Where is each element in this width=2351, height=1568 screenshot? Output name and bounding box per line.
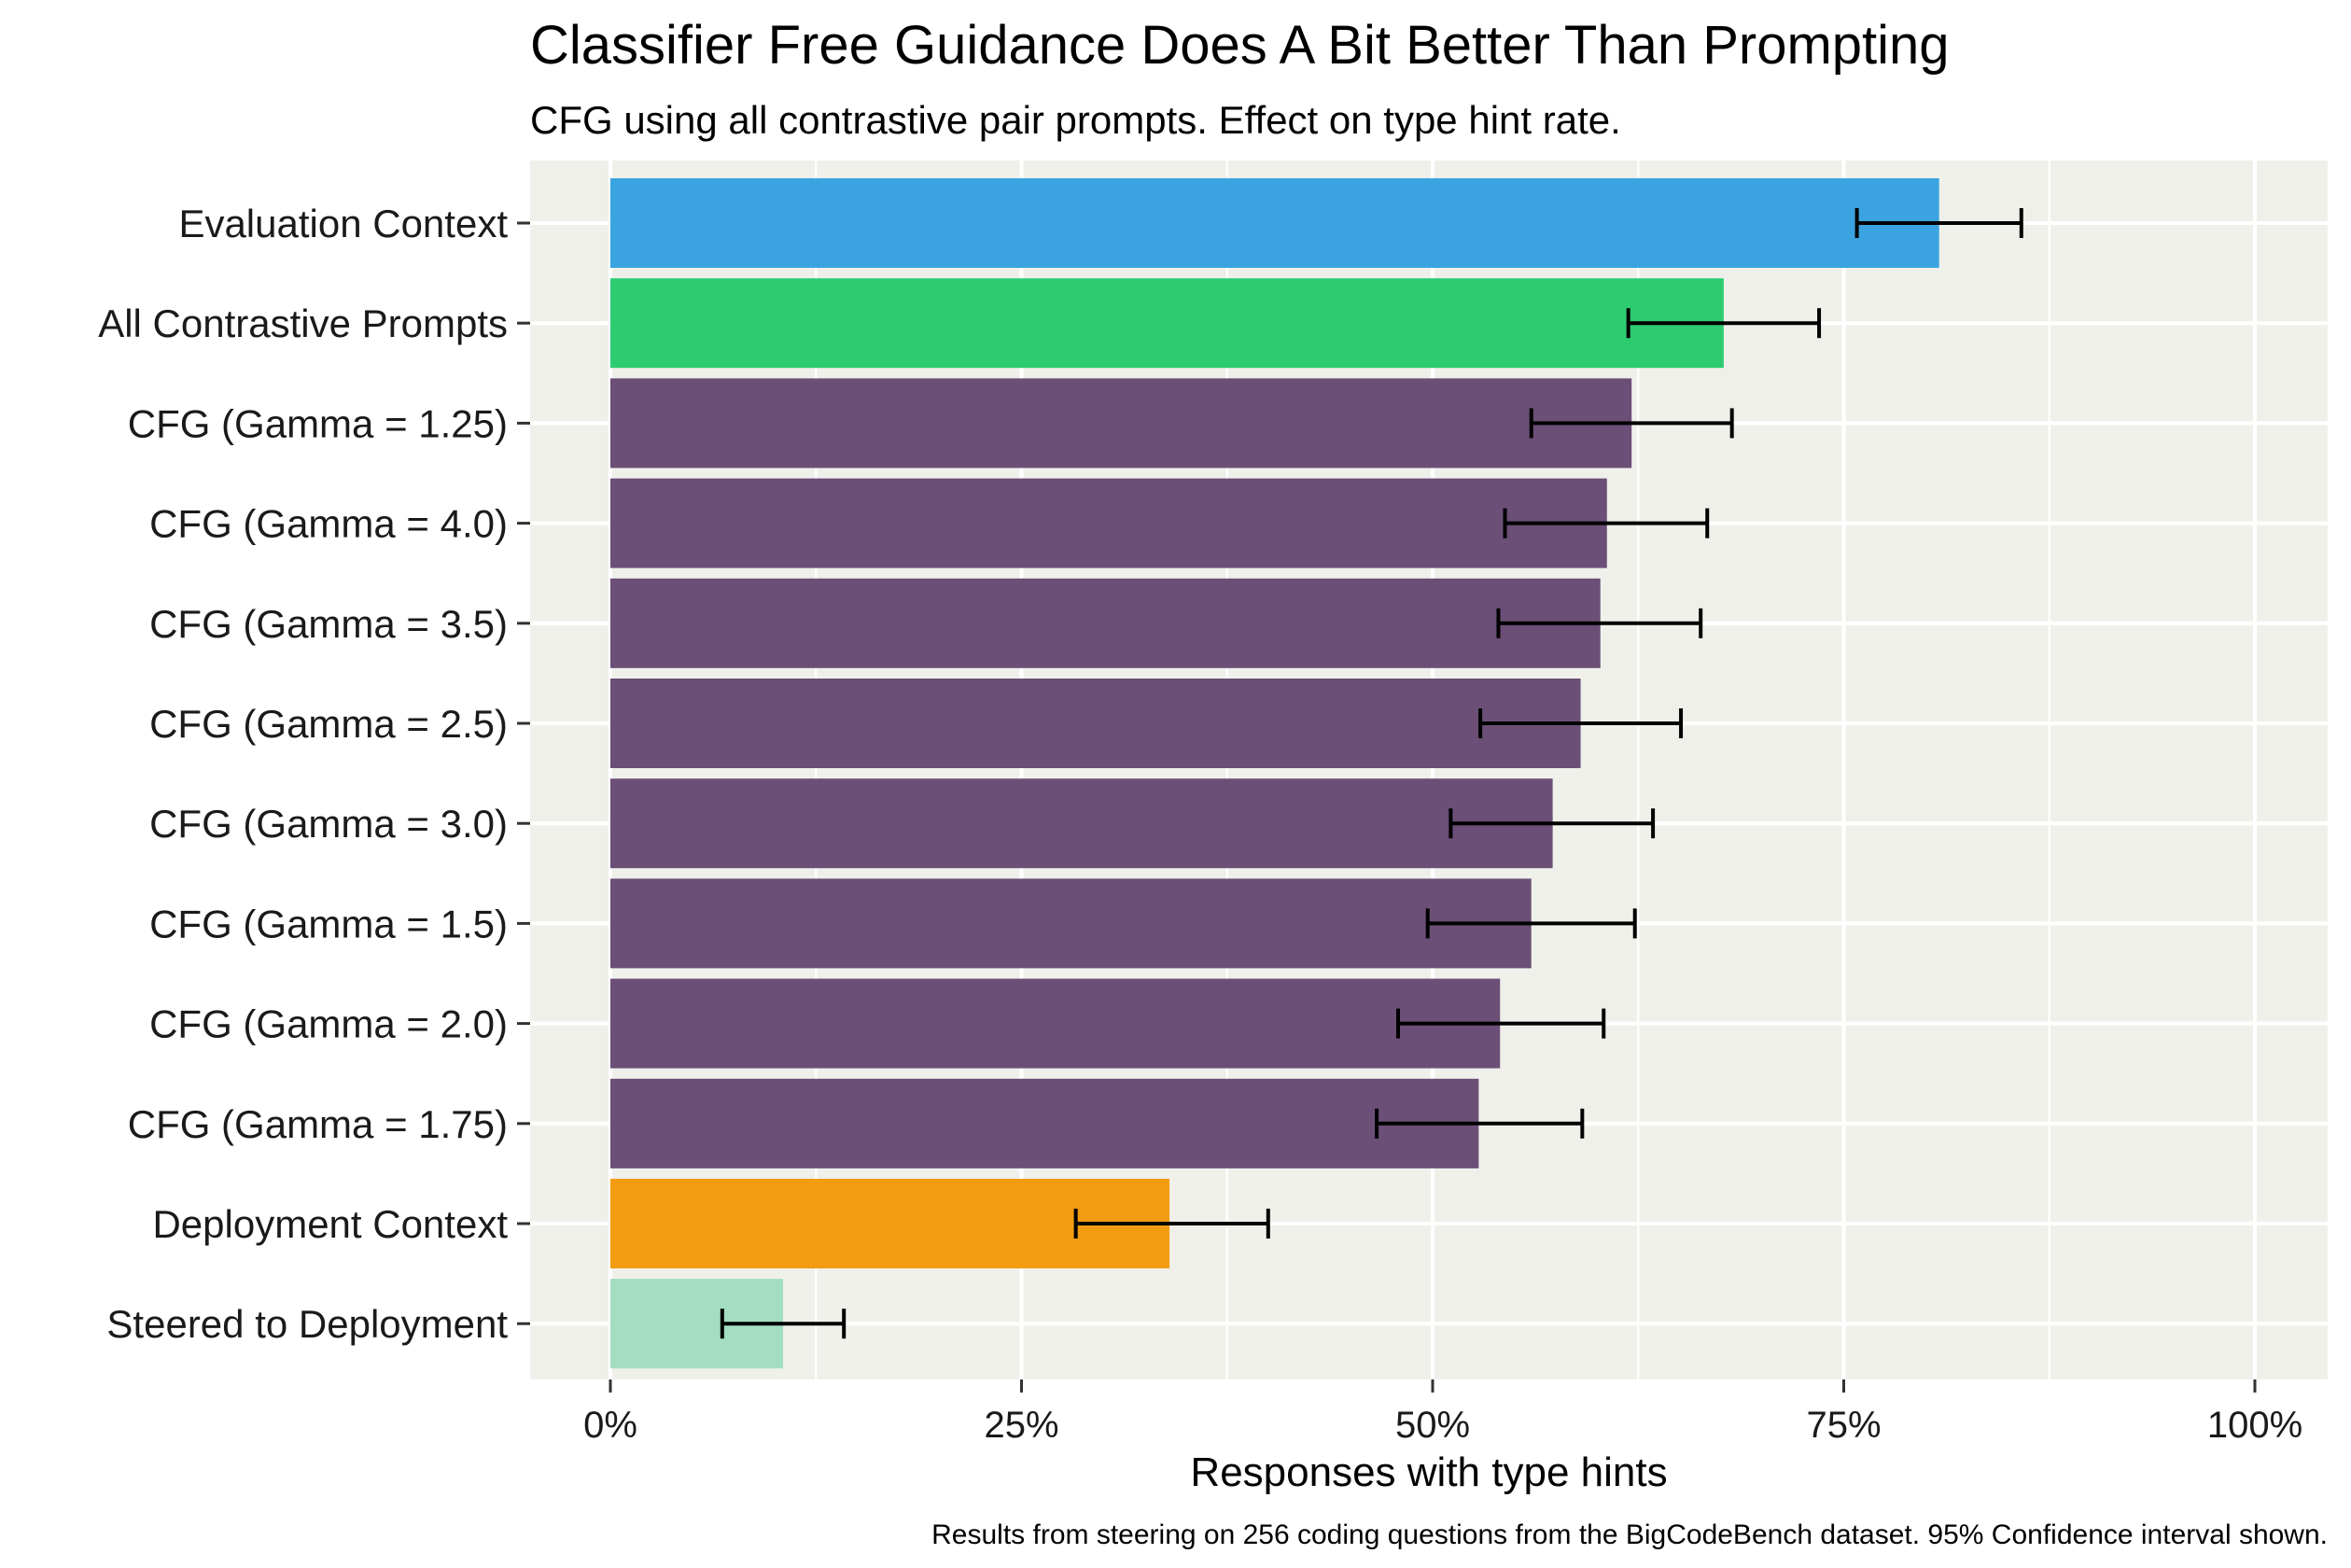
bar	[610, 679, 1581, 768]
category-label: CFG (Gamma = 1.75)	[128, 1102, 508, 1146]
bar	[610, 278, 1724, 369]
error-bars-group	[720, 208, 2023, 1339]
bar	[610, 478, 1607, 568]
bars-group	[610, 178, 1939, 1369]
x-axis-title: Responses with type hints	[1190, 1449, 1667, 1495]
category-label: CFG (Gamma = 1.5)	[149, 902, 508, 945]
x-tick-label: 25%	[984, 1405, 1058, 1446]
category-label: CFG (Gamma = 3.0)	[149, 802, 508, 846]
bar	[610, 578, 1601, 668]
x-axis: 0% 25% 50% 75% 100%	[583, 1379, 2302, 1446]
bar	[610, 1078, 1479, 1169]
bar	[610, 778, 1553, 869]
category-label: All Contrastive Prompts	[98, 301, 508, 345]
category-label: Steered to Deployment	[106, 1302, 508, 1346]
x-tick-label: 75%	[1806, 1405, 1881, 1446]
y-axis: Evaluation Context All Contrastive Prompt…	[98, 202, 530, 1346]
x-tick-label: 100%	[2207, 1405, 2302, 1446]
bar	[610, 878, 1532, 969]
bar	[610, 178, 1939, 268]
category-label: Deployment Context	[152, 1202, 508, 1246]
chart-title: Classifier Free Guidance Does A Bit Bett…	[530, 15, 1950, 76]
bar	[610, 978, 1501, 1069]
category-label: CFG (Gamma = 1.25)	[128, 401, 508, 445]
x-tick-label: 0%	[583, 1405, 637, 1446]
category-label: CFG (Gamma = 2.0)	[149, 1002, 508, 1046]
chart-caption: Results from steering on 256 coding ques…	[931, 1519, 2328, 1550]
category-label: CFG (Gamma = 4.0)	[149, 502, 508, 546]
category-label: CFG (Gamma = 2.5)	[149, 702, 508, 746]
x-tick-label: 50%	[1395, 1405, 1470, 1446]
chart-subtitle: CFG using all contrastive pair prompts. …	[530, 98, 1621, 142]
category-label: CFG (Gamma = 3.5)	[149, 602, 508, 646]
category-label: Evaluation Context	[178, 202, 508, 245]
bar	[610, 378, 1632, 469]
